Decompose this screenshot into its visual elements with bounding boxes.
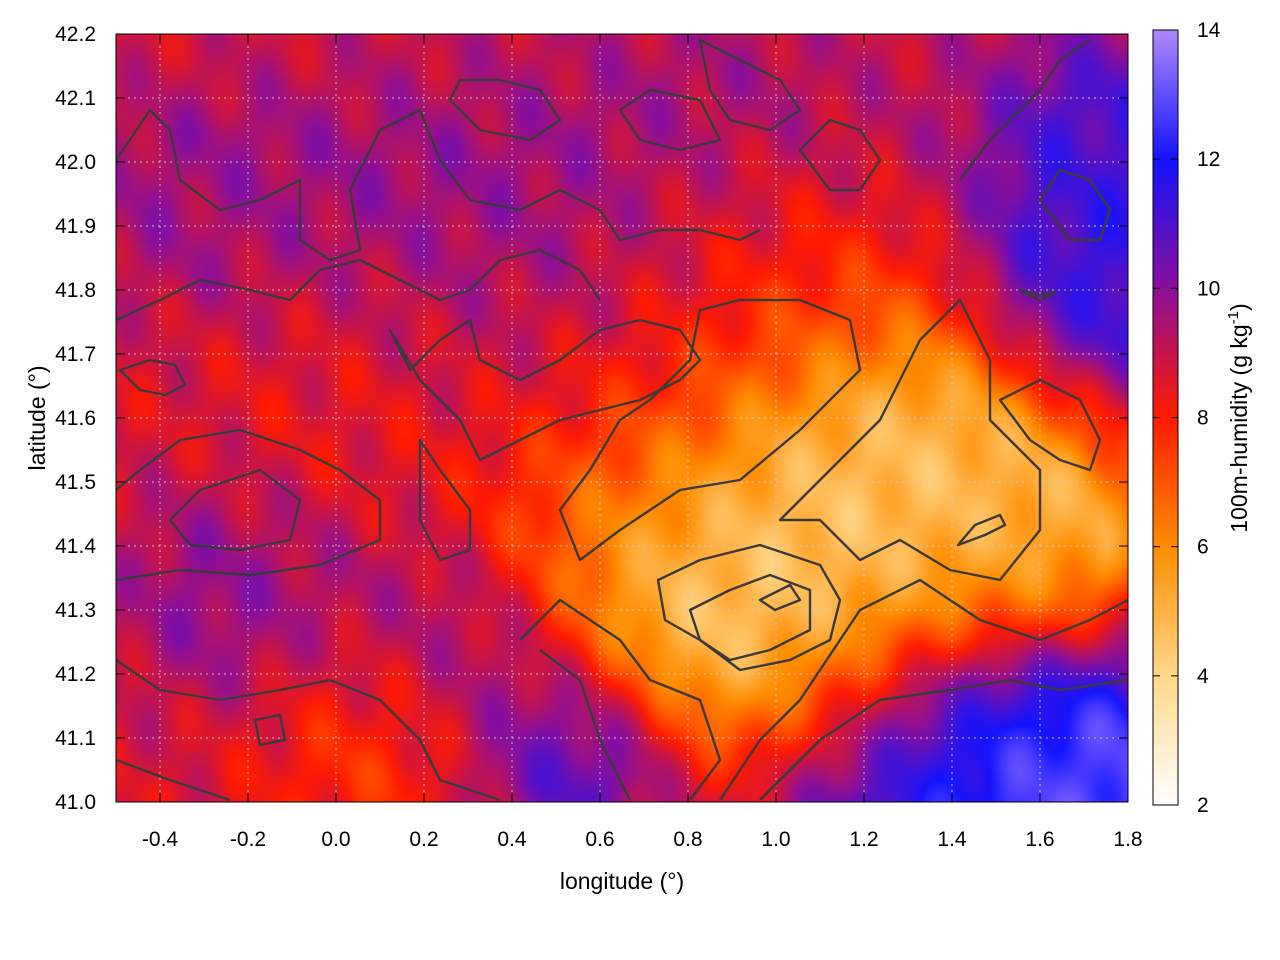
contour-line bbox=[759, 678, 1128, 801]
contour-line bbox=[116, 428, 382, 582]
contour-lines bbox=[116, 38, 1128, 802]
x-tick-label: -0.4 bbox=[142, 828, 179, 851]
colorbar-tick-label: 12 bbox=[1197, 148, 1220, 171]
colorbar-tick-label: 14 bbox=[1197, 19, 1221, 42]
x-tick-label: 0.2 bbox=[409, 828, 438, 851]
y-tick-label: 42.1 bbox=[55, 87, 96, 110]
contour-line bbox=[116, 758, 231, 802]
colorbar-tick-label: 4 bbox=[1197, 665, 1209, 688]
x-tick-label: 0.6 bbox=[585, 828, 614, 851]
y-axis: 41.0 41.1 41.2 41.3 41.4 41.5 41.6 41.7 41.8 41.9… bbox=[55, 23, 1128, 814]
y-tick-label: 41.9 bbox=[55, 215, 96, 238]
x-tick-label: 1.6 bbox=[1025, 828, 1054, 851]
contour-line bbox=[168, 468, 302, 552]
contour-line bbox=[116, 108, 761, 262]
y-axis-title: latitude (°) bbox=[24, 365, 50, 470]
x-tick-label: 0.8 bbox=[673, 828, 702, 851]
contour-line bbox=[956, 513, 1007, 547]
contour-line bbox=[418, 438, 472, 562]
contour-line bbox=[1018, 288, 1057, 302]
colorbar-title: 100m-humidity (g kg-1) bbox=[1225, 303, 1252, 532]
contour-line bbox=[539, 649, 632, 801]
contour-line bbox=[778, 298, 1042, 582]
x-axis: -0.4 -0.2 0.0 0.2 0.4 0.6 0.8 1.0 1.2 1.4 1.6 1.8 bbox=[142, 34, 1143, 851]
colorbar-tick-label: 2 bbox=[1197, 794, 1209, 817]
x-tick-label: 1.2 bbox=[849, 828, 878, 851]
contour-line bbox=[1038, 168, 1112, 242]
x-tick-label: 0.0 bbox=[321, 828, 350, 851]
contour-line bbox=[519, 598, 722, 801]
x-tick-label: -0.2 bbox=[230, 828, 266, 851]
y-tick-label: 42.0 bbox=[55, 151, 96, 174]
y-tick-label: 41.0 bbox=[55, 791, 96, 814]
contour-line bbox=[758, 583, 802, 612]
contour-line bbox=[798, 118, 882, 192]
colorbar-tick-label: 6 bbox=[1197, 536, 1209, 559]
contour-line bbox=[558, 298, 862, 562]
y-tick-label: 41.8 bbox=[55, 279, 96, 302]
contour-line bbox=[253, 713, 287, 747]
y-tick-label: 41.1 bbox=[55, 727, 96, 750]
contour-line bbox=[118, 358, 187, 397]
colorbar-tick-label: 10 bbox=[1197, 277, 1220, 300]
colorbar-axis: 2 4 6 8 10 12 14 bbox=[1153, 19, 1221, 817]
contour-line bbox=[448, 78, 562, 142]
grid-lines bbox=[116, 34, 1128, 802]
x-axis-title: longitude (°) bbox=[560, 868, 684, 894]
y-tick-label: 41.4 bbox=[55, 535, 96, 558]
contour-line bbox=[698, 38, 802, 132]
colorbar-title-main: 100m-humidity (g kg bbox=[1226, 324, 1252, 532]
contour-line bbox=[688, 573, 812, 662]
contour-line bbox=[116, 248, 601, 322]
colorbar-title-end: ) bbox=[1226, 303, 1252, 311]
x-tick-label: 1.8 bbox=[1113, 828, 1142, 851]
y-tick-label: 41.6 bbox=[55, 407, 96, 430]
contour-line bbox=[959, 39, 1091, 181]
y-tick-label: 41.3 bbox=[55, 599, 96, 622]
colorbar-title-sup: -1 bbox=[1225, 311, 1242, 324]
contour-line bbox=[388, 318, 702, 462]
y-tick-label: 41.2 bbox=[55, 663, 96, 686]
contour-line bbox=[656, 543, 842, 672]
x-tick-label: 1.0 bbox=[761, 828, 790, 851]
x-tick-label: 0.4 bbox=[497, 828, 527, 851]
contour-line bbox=[116, 659, 501, 802]
y-tick-label: 41.7 bbox=[55, 343, 96, 366]
contour-line bbox=[719, 578, 1128, 801]
contour-line bbox=[618, 88, 722, 152]
x-tick-label: 1.4 bbox=[937, 828, 967, 851]
contour-line bbox=[998, 378, 1102, 472]
colorbar-tick-label: 8 bbox=[1197, 407, 1209, 430]
y-tick-label: 42.2 bbox=[55, 23, 96, 46]
y-tick-label: 41.5 bbox=[55, 471, 96, 494]
